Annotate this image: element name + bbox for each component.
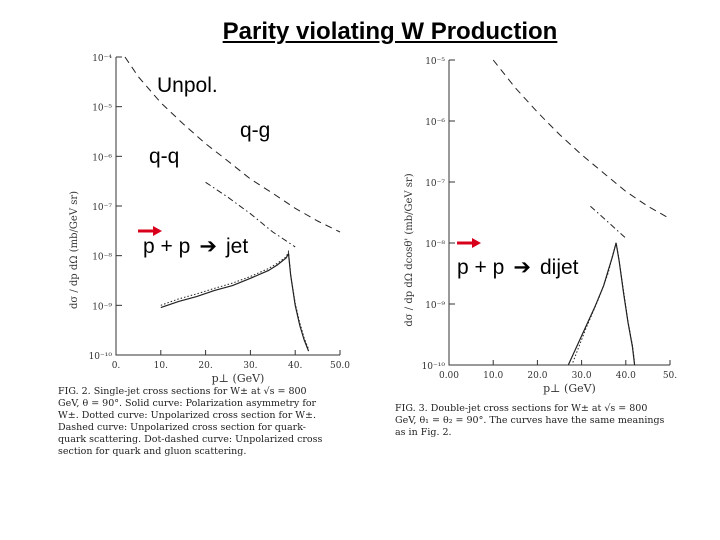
x-axis-label: p⊥ (GeV): [543, 382, 596, 395]
x-tick-label: 40.0: [616, 371, 636, 381]
x-tick-label: 20.: [198, 361, 212, 371]
dijet-suffix: dijet: [539, 256, 579, 279]
plot-axes: [448, 60, 670, 366]
caption-line: GeV, θ = 90°. Solid curve: Polarization …: [58, 398, 317, 409]
y-axis-label: dσ / dp dΩ dcosθ' (mb/GeV sr): [404, 173, 415, 326]
right-arrow-icon: ➔: [199, 235, 217, 258]
fig2-caption: FIG. 2. Single-jet cross sections for W±…: [58, 386, 322, 458]
dashed-curve: [492, 59, 671, 220]
y-tick-label: 10⁻⁶: [92, 153, 112, 163]
x-tick-label: 30.0: [572, 371, 592, 381]
caption-line: as in Fig. 2.: [395, 427, 452, 438]
fig2-plot: 10⁻⁴ 10⁻⁵ 10⁻⁶ 10⁻⁷ 10⁻⁸ 10⁻⁹ 10⁻¹⁰0. 10. 20. 30.…: [69, 54, 350, 385]
y-tick-label: 10⁻⁷: [425, 179, 445, 189]
x-axis-label: p⊥ (GeV): [212, 372, 265, 385]
caption-line: Dashed curve: Unpolarized cross section …: [58, 422, 307, 433]
x-tick-label: 10.0: [483, 371, 503, 381]
slide-title: Parity violating W Production: [222, 18, 558, 45]
beam-arrow-right: [457, 238, 481, 248]
y-tick-label: 10⁻⁹: [425, 301, 445, 311]
caption-line: FIG. 3. Double-jet cross sections for W±…: [395, 403, 648, 414]
x-tick-label: 50.0: [330, 361, 350, 371]
x-tick-label: 20.0: [527, 371, 547, 381]
y-tick-label: 10⁻⁶: [425, 118, 445, 128]
qg-label: q-g: [240, 119, 271, 142]
y-tick-label: 10⁻⁸: [92, 253, 112, 263]
dijet-reaction-label: p + p ➔ dijet: [457, 255, 579, 280]
x-tick-label: 50.: [663, 371, 677, 381]
solid-curve: [160, 251, 310, 352]
x-tick-label: 30.: [243, 361, 257, 371]
y-tick-label: 10⁻⁹: [92, 302, 112, 312]
fig3-caption: FIG. 3. Double-jet cross sections for W±…: [395, 403, 664, 439]
right-arrow-icon: ➔: [513, 256, 531, 279]
jet-reaction-label: p + p ➔ jet: [143, 234, 248, 259]
dotdash-curve: [590, 205, 627, 239]
y-tick-label: 10⁻⁷: [92, 203, 112, 213]
qq-label: q-q: [149, 145, 180, 168]
x-tick-label: 0.00: [439, 371, 459, 381]
y-tick-label: 10⁻¹⁰: [422, 362, 446, 372]
caption-line: FIG. 2. Single-jet cross sections for W±…: [58, 386, 307, 397]
y-tick-label: 10⁻⁵: [425, 57, 445, 67]
y-tick-label: 10⁻⁸: [425, 240, 445, 250]
dashed-curve: [124, 56, 341, 233]
x-tick-label: 0.: [112, 361, 121, 371]
y-tick-label: 10⁻⁴: [92, 54, 112, 64]
x-tick-label: 10.: [154, 361, 168, 371]
caption-line: GeV, θ₁ = θ₂ = 90°. The curves have the …: [395, 415, 665, 426]
plot-axes: [115, 57, 340, 356]
caption-line: W±. Dotted curve: Unpolarized cross sect…: [58, 410, 317, 421]
jet-suffix: jet: [225, 235, 249, 258]
dijet-prefix: p + p: [457, 256, 505, 279]
jet-prefix: p + p: [143, 235, 191, 258]
beam-arrow-left: [138, 226, 162, 236]
x-tick-label: 40.: [288, 361, 302, 371]
caption-line: quark scattering. Dot-dashed curve: Unpo…: [58, 434, 323, 445]
dotdash-curve: [205, 181, 296, 248]
unpol-label: Unpol.: [157, 74, 218, 97]
y-axis-label: dσ / dp dΩ (mb/GeV sr): [69, 191, 80, 309]
fig3-plot: 10⁻⁵ 10⁻⁶ 10⁻⁷ 10⁻⁸ 10⁻⁹ 10⁻¹⁰0.00 10.0 20.0 30.…: [404, 57, 677, 395]
y-tick-label: 10⁻¹⁰: [89, 352, 113, 362]
caption-line: section for quark and gluon scattering.: [58, 446, 247, 457]
y-tick-label: 10⁻⁵: [92, 104, 112, 114]
